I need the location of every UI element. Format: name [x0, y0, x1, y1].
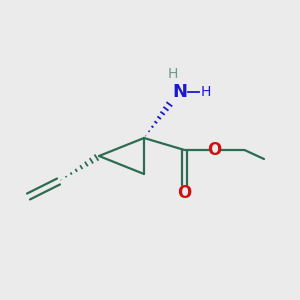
- Text: N: N: [172, 82, 188, 100]
- Text: H: H: [200, 85, 211, 98]
- Text: O: O: [177, 184, 192, 202]
- Text: H: H: [167, 67, 178, 80]
- Text: O: O: [207, 141, 222, 159]
